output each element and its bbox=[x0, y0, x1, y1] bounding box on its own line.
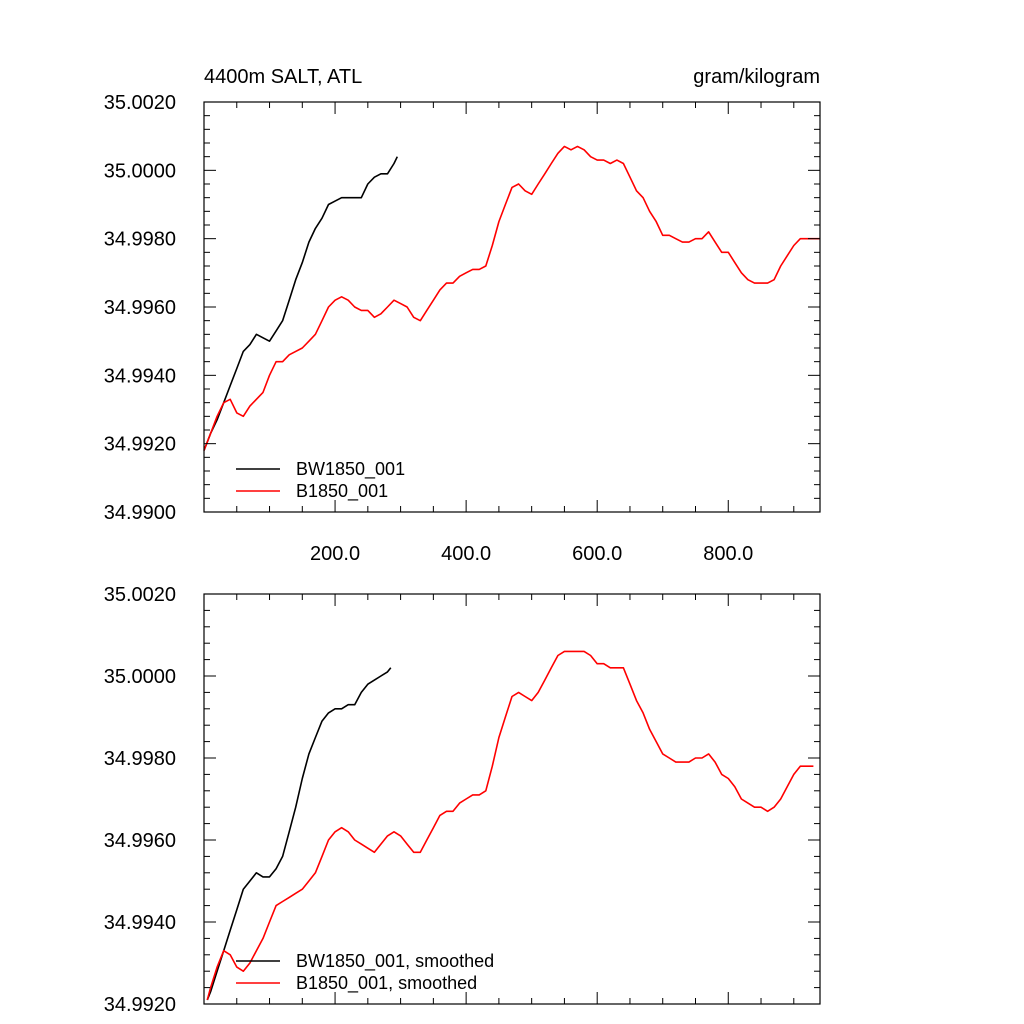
top-y-tick-label: 34.9960 bbox=[104, 297, 176, 319]
top-series-line-b1850 bbox=[203, 145, 820, 451]
top-panel: 4400m SALT, ATL gram/kilogram 34.9900 34.… bbox=[104, 66, 821, 565]
top-y-tick-label: 34.9980 bbox=[104, 229, 176, 251]
top-y-tick-label: 35.0000 bbox=[104, 160, 176, 182]
top-legend-label-bw1850: BW1850_001 bbox=[296, 459, 405, 480]
top-x-tick-label: 200.0 bbox=[310, 543, 360, 565]
top-plot-frame bbox=[203, 101, 821, 513]
bottom-y-tick-label: 34.9940 bbox=[104, 912, 176, 934]
top-x-tick-label: 400.0 bbox=[441, 543, 491, 565]
top-panel-units: gram/kilogram bbox=[693, 66, 820, 88]
top-legend-label-b1850: B1850_001 bbox=[296, 481, 388, 502]
bottom-plot-frame bbox=[203, 593, 821, 1005]
bottom-legend-label-bw1850: BW1850_001, smoothed bbox=[296, 951, 494, 972]
top-y-tick-label: 34.9940 bbox=[104, 365, 176, 387]
bottom-series-line-bw1850 bbox=[206, 667, 392, 1001]
bottom-y-tick-label: 34.9960 bbox=[104, 830, 176, 852]
bottom-series-line-b1850 bbox=[206, 650, 814, 1001]
top-y-tick-label: 35.0020 bbox=[104, 92, 176, 114]
top-series-line-bw1850 bbox=[203, 156, 399, 451]
bottom-y-tick-label: 35.0000 bbox=[104, 666, 176, 688]
top-x-tick-label: 800.0 bbox=[703, 543, 753, 565]
bottom-panel: 34.9920 34.9940 34.9960 34.9980 35.0000 35.00… bbox=[104, 584, 821, 1016]
bottom-y-tick-label: 34.9920 bbox=[104, 994, 176, 1016]
bottom-legend-label-b1850: B1850_001, smoothed bbox=[296, 973, 477, 994]
bottom-y-tick-label: 35.0020 bbox=[104, 584, 176, 606]
top-x-tick-label: 600.0 bbox=[572, 543, 622, 565]
top-panel-title: 4400m SALT, ATL bbox=[204, 66, 362, 88]
top-y-tick-label: 34.9900 bbox=[104, 502, 176, 524]
top-y-tick-label: 34.9920 bbox=[104, 434, 176, 456]
bottom-y-tick-label: 34.9980 bbox=[104, 748, 176, 770]
